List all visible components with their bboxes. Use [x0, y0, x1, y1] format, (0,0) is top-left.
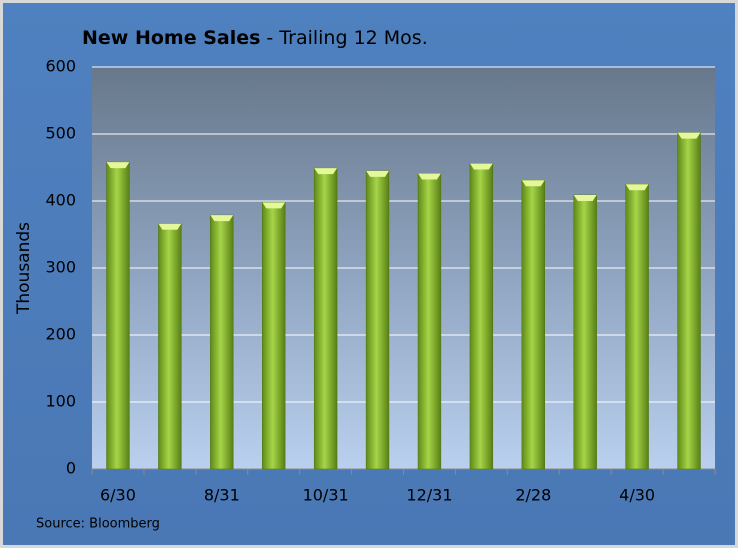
bar [365, 170, 390, 470]
bar-cap [573, 194, 597, 201]
y-tick-label: 300 [45, 258, 76, 277]
bar [313, 167, 338, 470]
bar [158, 223, 182, 470]
bar-cap [158, 223, 182, 230]
x-tick-label: 10/31 [303, 486, 349, 505]
bar [521, 179, 545, 470]
x-tick-label: 12/31 [406, 486, 452, 505]
chart-title-row: New Home Sales - Trailing 12 Mos. [82, 27, 428, 49]
y-tick-label: 200 [45, 325, 76, 344]
bar-cap [521, 180, 545, 187]
x-tick-label: 6/30 [100, 486, 136, 505]
bar-cap [418, 173, 441, 180]
y-axis-label: Thousands [14, 222, 34, 315]
y-tick-label: 400 [45, 191, 76, 210]
bar-cap [106, 162, 130, 169]
bar-cap [366, 170, 389, 177]
bar [210, 214, 234, 470]
source: Source: Bloomberg [36, 517, 160, 532]
bar-cap [262, 202, 286, 209]
bar [417, 173, 442, 470]
y-tick-label: 600 [45, 57, 76, 76]
bar [677, 132, 701, 470]
bar-cap [469, 163, 493, 170]
bar [573, 194, 597, 470]
bar [262, 202, 286, 470]
x-tick-label: 4/30 [619, 486, 655, 505]
bar [625, 184, 649, 470]
bar-cap [210, 215, 234, 222]
x-tick-label: 8/31 [204, 486, 240, 505]
chart-subtitle: - Trailing 12 Mos. [266, 27, 427, 49]
chart-title: New Home Sales [82, 27, 260, 49]
bar [469, 163, 494, 470]
y-tick-label: 0 [66, 459, 76, 478]
bar-cap [314, 168, 338, 175]
bar-cap [677, 132, 701, 139]
bar-cap [625, 184, 649, 191]
x-tick-label: 2/28 [515, 486, 551, 505]
y-tick-label: 100 [45, 392, 76, 411]
bar [106, 161, 130, 470]
y-tick-label: 500 [45, 124, 76, 143]
